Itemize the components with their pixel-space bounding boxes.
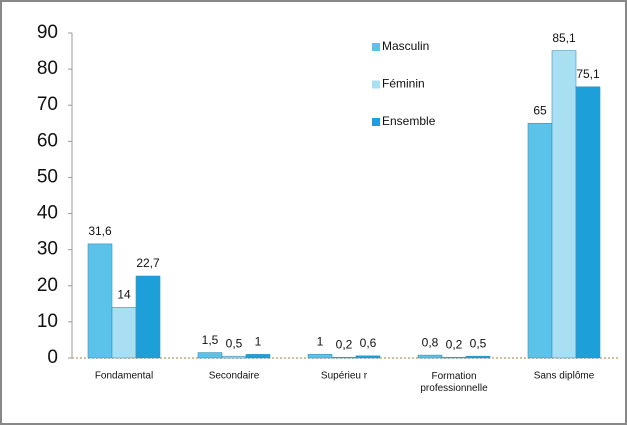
y-tick-label: 80 <box>37 58 58 79</box>
legend-label: Féminin <box>382 77 425 91</box>
bar <box>307 354 333 359</box>
legend-swatch <box>372 80 380 89</box>
y-tick-label: 30 <box>37 239 58 260</box>
y-tick-label: 90 <box>37 22 58 43</box>
y-tick-label: 40 <box>37 203 58 224</box>
value-label: 31,6 <box>88 224 112 238</box>
bar <box>135 275 161 359</box>
bar <box>465 355 491 359</box>
x-tick-label: Fondamental <box>95 371 153 382</box>
value-label: 1 <box>255 335 262 349</box>
value-label: 85,1 <box>552 31 576 45</box>
bar <box>527 122 553 359</box>
x-tick-label: Sans diplôme <box>534 371 595 382</box>
y-tick-label: 70 <box>37 94 58 115</box>
value-label: 0,8 <box>422 335 439 349</box>
x-tick-label: Supérieu r <box>321 371 368 382</box>
value-label: 0,5 <box>226 336 243 350</box>
bar <box>355 355 381 359</box>
value-label: 1 <box>317 335 324 349</box>
y-tick-label: 20 <box>37 275 58 296</box>
value-label: 14 <box>117 288 131 302</box>
value-label: 0,6 <box>360 336 377 350</box>
x-tick-label: Secondaire <box>209 371 260 382</box>
bar <box>575 86 601 359</box>
bar <box>221 355 247 359</box>
bar <box>87 243 113 359</box>
bar <box>197 352 223 359</box>
legend-swatch <box>372 118 380 126</box>
bar <box>441 356 467 359</box>
y-tick-label: 10 <box>37 311 58 332</box>
legend-swatch <box>372 43 380 51</box>
y-tick-label: 50 <box>37 166 58 187</box>
bar <box>111 307 137 359</box>
x-tick-label: Formation professionnelle <box>420 371 488 394</box>
value-label: 65 <box>533 103 547 117</box>
bar <box>417 354 443 359</box>
value-label: 0,2 <box>446 337 463 351</box>
legend-label: Masculin <box>382 39 429 53</box>
value-label: 1,5 <box>202 333 219 347</box>
value-label: 0,5 <box>470 336 487 350</box>
bar <box>245 354 271 359</box>
value-label: 75,1 <box>576 67 600 81</box>
bar <box>551 50 577 359</box>
value-label: 0,2 <box>336 337 353 351</box>
bar <box>331 356 357 359</box>
value-label: 22,7 <box>136 256 160 270</box>
y-tick-label: 0 <box>47 347 58 368</box>
y-tick-label: 60 <box>37 130 58 151</box>
legend-label: Ensemble <box>382 114 436 128</box>
